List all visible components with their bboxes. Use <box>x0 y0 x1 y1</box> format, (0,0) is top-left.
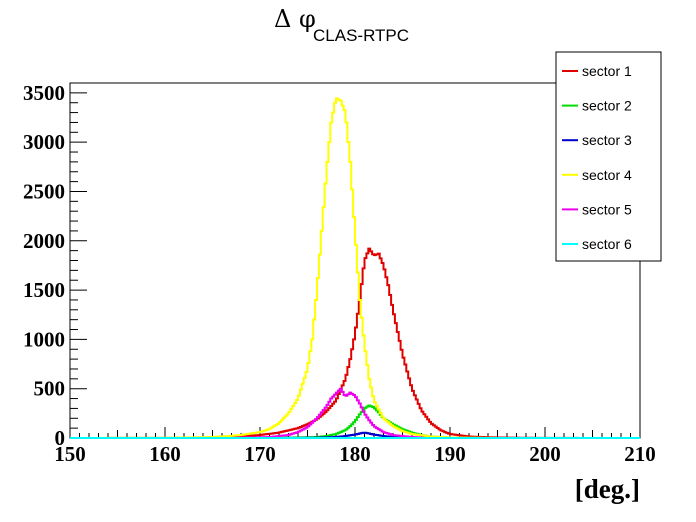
y-tick-label: 1000 <box>23 327 65 351</box>
legend-label: sector 5 <box>582 201 632 217</box>
x-axis-label: [deg.] <box>575 474 640 504</box>
y-tick-label: 2500 <box>23 179 65 203</box>
y-tick-label: 3500 <box>23 81 65 105</box>
x-tick-label: 170 <box>244 442 276 466</box>
legend-items: sector 1 sector 2 sector 3 sector 4 sector 5… <box>562 63 632 252</box>
legend-label: sector 1 <box>582 63 632 79</box>
x-tick-label: 190 <box>434 442 466 466</box>
legend: sector 1 sector 2 sector 3 sector 4 sector 5… <box>555 51 662 262</box>
y-axis-tick-labels: 0 500 1000 1500 2000 2500 3000 3500 <box>23 81 65 450</box>
y-tick-label: 1500 <box>23 278 65 302</box>
y-tick-label: 500 <box>34 377 66 401</box>
x-tick-label: 200 <box>529 442 561 466</box>
legend-label: sector 3 <box>582 132 632 148</box>
legend-label: sector 6 <box>582 236 632 252</box>
legend-box <box>555 51 662 262</box>
legend-label: sector 2 <box>582 98 632 114</box>
y-tick-label: 3000 <box>23 130 65 154</box>
chart-title-subscript: CLAS-RTPC <box>313 26 409 45</box>
x-tick-label: 180 <box>339 442 371 466</box>
legend-label: sector 4 <box>582 167 632 183</box>
series-group <box>70 97 640 439</box>
x-tick-label: 150 <box>54 442 86 466</box>
x-axis-ticks <box>69 427 641 438</box>
chart-title-main: Δ φ <box>274 5 316 33</box>
y-axis-ticks <box>70 82 87 439</box>
plot-frame <box>69 82 641 439</box>
x-tick-label: 160 <box>149 442 181 466</box>
series-line-sector-4 <box>70 97 640 439</box>
y-tick-label: 2000 <box>23 229 65 253</box>
series-line-sector-1 <box>70 247 640 439</box>
x-tick-label: 210 <box>624 442 656 466</box>
y-tick-label: 0 <box>55 426 66 450</box>
x-axis-tick-labels: 150 160 170 180 190 200 210 <box>54 442 656 466</box>
